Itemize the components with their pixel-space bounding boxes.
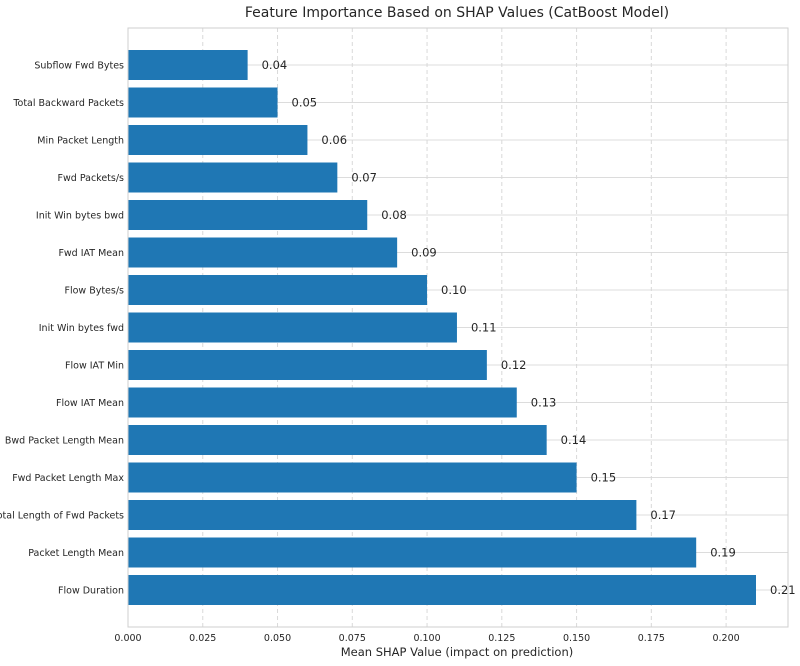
value-label: 0.08 bbox=[381, 208, 407, 222]
bar bbox=[128, 425, 547, 455]
value-label: 0.14 bbox=[561, 433, 587, 447]
category-label: Bwd Packet Length Mean bbox=[5, 436, 124, 447]
bar bbox=[128, 50, 248, 80]
value-label: 0.11 bbox=[471, 321, 497, 335]
category-label: Flow Bytes/s bbox=[64, 286, 124, 297]
x-tick-labels: 0.000 0.025 0.050 0.075 0.100 0.125 0.150 0.175… bbox=[114, 633, 739, 644]
value-label: 0.09 bbox=[411, 246, 437, 260]
bar bbox=[128, 87, 278, 118]
value-label: 0.17 bbox=[650, 508, 676, 522]
value-label: 0.10 bbox=[441, 283, 467, 297]
bar bbox=[128, 575, 756, 605]
value-label: 0.04 bbox=[262, 58, 288, 72]
category-label: Flow Duration bbox=[58, 586, 124, 597]
x-tick-label: 0.025 bbox=[189, 633, 216, 644]
bar bbox=[128, 312, 457, 343]
value-label: 0.21 bbox=[770, 583, 796, 597]
value-label: 0.07 bbox=[351, 171, 377, 185]
category-label: Init Win bytes fwd bbox=[39, 323, 124, 334]
x-tick-label: 0.075 bbox=[339, 633, 366, 644]
bar bbox=[128, 162, 338, 193]
bar bbox=[128, 125, 308, 155]
x-tick-label: 0.050 bbox=[264, 633, 291, 644]
value-label: 0.05 bbox=[292, 96, 318, 110]
value-labels: 0.04 0.05 0.06 0.07 0.08 0.09 0.10 0.11 0.12 0.13… bbox=[262, 58, 796, 597]
category-label: Total Length of Fwd Packets bbox=[0, 511, 124, 522]
bar bbox=[128, 275, 428, 305]
category-label: Total Backward Packets bbox=[12, 98, 124, 109]
category-label: Fwd Packets/s bbox=[58, 173, 125, 184]
category-labels: Subflow Fwd Bytes Total Backward Packets M… bbox=[0, 61, 124, 597]
bar bbox=[128, 537, 697, 568]
category-label: Flow IAT Min bbox=[65, 361, 124, 372]
bar bbox=[128, 462, 577, 493]
x-axis-label: Mean SHAP Value (impact on prediction) bbox=[341, 645, 574, 659]
x-tick-label: 0.175 bbox=[638, 633, 665, 644]
category-label: Packet Length Mean bbox=[28, 548, 124, 559]
category-label: Init Win bytes bwd bbox=[36, 211, 124, 222]
value-label: 0.12 bbox=[501, 358, 527, 372]
bar bbox=[128, 500, 637, 530]
bar bbox=[128, 350, 487, 380]
x-tick-label: 0.125 bbox=[488, 633, 515, 644]
value-label: 0.15 bbox=[591, 471, 617, 485]
x-tick-label: 0.200 bbox=[712, 633, 739, 644]
category-label: Fwd IAT Mean bbox=[58, 248, 124, 259]
value-label: 0.13 bbox=[531, 396, 557, 410]
category-label: Flow IAT Mean bbox=[56, 398, 124, 409]
bar bbox=[128, 387, 517, 418]
category-label: Subflow Fwd Bytes bbox=[34, 61, 124, 72]
value-label: 0.06 bbox=[321, 133, 347, 147]
category-label: Fwd Packet Length Max bbox=[12, 473, 124, 484]
category-label: Min Packet Length bbox=[37, 136, 124, 147]
chart-title: Feature Importance Based on SHAP Values … bbox=[245, 5, 669, 21]
bars bbox=[128, 50, 756, 605]
x-tick-label: 0.100 bbox=[413, 633, 440, 644]
value-label: 0.19 bbox=[710, 546, 736, 560]
bar bbox=[128, 200, 368, 230]
x-tick-label: 0.150 bbox=[563, 633, 590, 644]
plot-frame bbox=[127, 27, 789, 628]
x-tick-label: 0.000 bbox=[114, 633, 141, 644]
bar bbox=[128, 237, 398, 268]
